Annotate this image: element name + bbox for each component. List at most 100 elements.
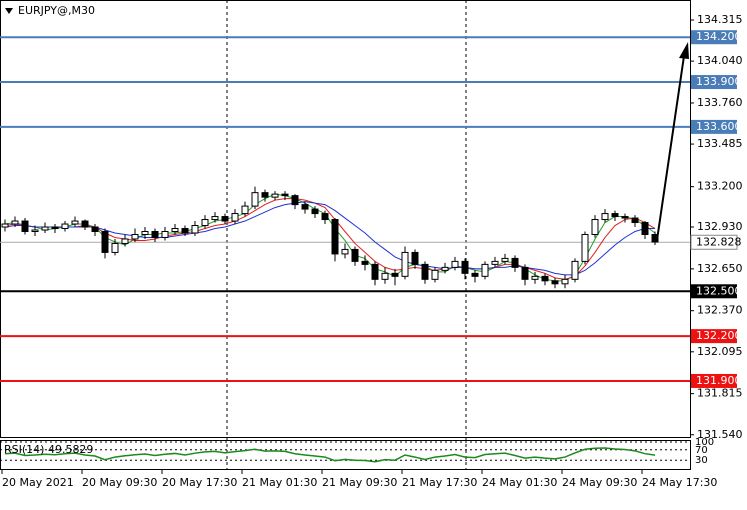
candle-body bbox=[231, 213, 239, 222]
level-label-box bbox=[691, 75, 737, 90]
candle-body bbox=[431, 269, 439, 280]
candle-body bbox=[261, 192, 269, 198]
arrow bbox=[656, 55, 685, 241]
candle-body bbox=[481, 263, 489, 277]
candle-body bbox=[441, 266, 449, 271]
y-tick-label: 131.815 bbox=[697, 387, 743, 400]
candle-body bbox=[371, 263, 379, 280]
candle-body bbox=[171, 228, 179, 233]
y-tick-label: 134.040 bbox=[697, 54, 743, 67]
level-label: 133.600 bbox=[696, 120, 742, 133]
candle-body bbox=[321, 213, 329, 221]
level-label: 131.900 bbox=[696, 374, 742, 387]
candle-body bbox=[241, 205, 249, 215]
candle-body bbox=[151, 231, 159, 238]
y-tick-label: 133.200 bbox=[697, 180, 743, 193]
candle-body bbox=[11, 220, 19, 225]
candle-body bbox=[471, 272, 479, 277]
candle-body bbox=[551, 280, 559, 285]
chart-title: EURJPY@,M30 bbox=[18, 4, 95, 17]
x-tick-label: 21 May 17:30 bbox=[402, 476, 477, 489]
candle-body bbox=[111, 242, 119, 253]
candle-body bbox=[331, 219, 339, 255]
candle-body bbox=[91, 226, 99, 233]
moving-average bbox=[4, 198, 656, 280]
candle-body bbox=[581, 233, 589, 262]
candle-body bbox=[341, 248, 349, 255]
level-label: 134.200 bbox=[696, 30, 742, 43]
candle-body bbox=[511, 257, 519, 268]
candle-body bbox=[221, 216, 229, 222]
current-price-label: 132.828 bbox=[696, 235, 742, 248]
x-tick-label: 24 May 17:30 bbox=[642, 476, 717, 489]
candle-body bbox=[101, 231, 109, 253]
y-tick-label: 132.095 bbox=[697, 345, 743, 358]
candle-body bbox=[51, 226, 59, 230]
candle-body bbox=[351, 248, 359, 262]
level-label: 133.900 bbox=[696, 75, 742, 88]
candle-body bbox=[401, 251, 409, 277]
candle-body bbox=[211, 216, 219, 221]
candle-body bbox=[641, 222, 649, 235]
candle-body bbox=[601, 213, 609, 221]
y-tick-label: 131.540 bbox=[697, 428, 743, 441]
menu-icon bbox=[5, 8, 13, 14]
candle-body bbox=[561, 278, 569, 285]
candle-body bbox=[201, 219, 209, 227]
level-label-box bbox=[691, 373, 737, 388]
candle-body bbox=[541, 275, 549, 282]
candle-body bbox=[361, 260, 369, 265]
candle-body bbox=[191, 225, 199, 234]
candle-body bbox=[571, 260, 579, 280]
rsi-tick-label: 30 bbox=[695, 455, 708, 466]
moving-average bbox=[4, 201, 655, 276]
candle-body bbox=[1, 223, 9, 228]
candle-body bbox=[611, 213, 619, 218]
y-tick-label: 134.315 bbox=[697, 13, 743, 26]
main-panel bbox=[0, 0, 691, 438]
candle-body bbox=[121, 238, 129, 244]
candle-body bbox=[391, 272, 399, 277]
candle-body bbox=[141, 231, 149, 235]
rsi-panel bbox=[0, 440, 691, 470]
x-tick-label: 21 May 01:30 bbox=[242, 476, 317, 489]
candle-body bbox=[521, 266, 529, 280]
candle-body bbox=[531, 275, 539, 280]
arrow-head bbox=[679, 42, 689, 59]
x-tick-label: 24 May 01:30 bbox=[482, 476, 557, 489]
candle-body bbox=[131, 233, 139, 240]
candle-body bbox=[291, 195, 299, 206]
candle-body bbox=[31, 229, 39, 233]
level-label: 132.500 bbox=[696, 284, 742, 297]
x-tick-label: 20 May 09:30 bbox=[82, 476, 157, 489]
candle-body bbox=[631, 217, 639, 224]
rsi-line bbox=[4, 447, 656, 463]
candle-body bbox=[451, 260, 459, 268]
candle-body bbox=[411, 251, 419, 265]
level-label-box bbox=[691, 119, 737, 134]
candle-body bbox=[281, 193, 289, 197]
y-tick-label: 133.485 bbox=[697, 137, 743, 150]
y-tick-label: 132.370 bbox=[697, 304, 743, 317]
x-tick-label: 21 May 09:30 bbox=[322, 476, 397, 489]
x-tick-label: 24 May 09:30 bbox=[562, 476, 637, 489]
x-tick-label: 20 May 17:30 bbox=[162, 476, 237, 489]
rsi-title: RSI(14) 49.5829 bbox=[4, 443, 93, 456]
x-tick-label: 20 May 2021 bbox=[2, 476, 74, 489]
y-tick-label: 132.650 bbox=[697, 262, 743, 275]
candle-body bbox=[81, 220, 89, 228]
level-label: 132.200 bbox=[696, 329, 742, 342]
candle-body bbox=[461, 260, 469, 274]
candle-body bbox=[381, 272, 389, 280]
candle-body bbox=[591, 219, 599, 235]
candle-body bbox=[41, 226, 49, 231]
candle-body bbox=[301, 204, 309, 210]
level-label-box bbox=[691, 30, 737, 45]
rsi-tick-label: 100 bbox=[695, 437, 714, 448]
candle-body bbox=[621, 216, 629, 219]
level-label-box bbox=[691, 329, 737, 344]
current-price-box bbox=[690, 234, 738, 250]
candle-body bbox=[161, 231, 169, 238]
candle-body bbox=[181, 228, 189, 234]
